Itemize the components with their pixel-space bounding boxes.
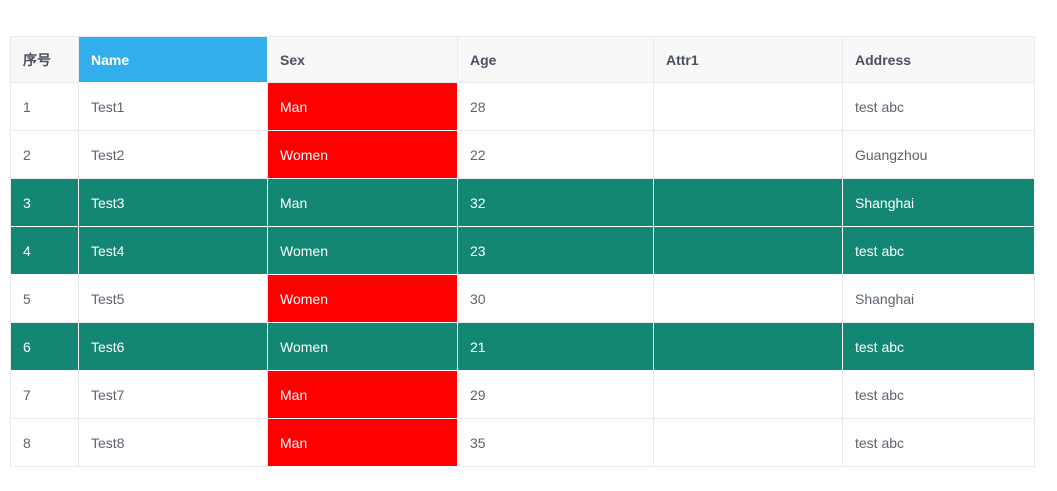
attr1-cell	[654, 323, 843, 371]
name-cell: Test3	[79, 179, 268, 227]
sex-cell: Man	[268, 179, 458, 227]
sex-cell: Women	[268, 131, 458, 179]
attr1-cell	[654, 83, 843, 131]
address-cell: Shanghai	[843, 275, 1035, 323]
sex-cell: Man	[268, 419, 458, 467]
name-cell: Test6	[79, 323, 268, 371]
age-cell: 23	[458, 227, 654, 275]
row-index-cell: 4	[11, 227, 79, 275]
address-cell: test abc	[843, 419, 1035, 467]
table-body: 1 Test1 Man 28 test abc 2 Test2 Women 22…	[11, 83, 1035, 467]
name-cell: Test2	[79, 131, 268, 179]
data-table-container: 序号 Name Sex Age Attr1 Address 1 Test1 Ma…	[10, 36, 1035, 467]
header-cell-name: Name	[79, 37, 268, 83]
age-cell: 30	[458, 275, 654, 323]
header-row: 序号 Name Sex Age Attr1 Address	[11, 37, 1035, 83]
row-index-cell: 3	[11, 179, 79, 227]
table-header: 序号 Name Sex Age Attr1 Address	[11, 37, 1035, 83]
table-row[interactable]: 2 Test2 Women 22 Guangzhou	[11, 131, 1035, 179]
table-row[interactable]: 8 Test8 Man 35 test abc	[11, 419, 1035, 467]
attr1-cell	[654, 371, 843, 419]
address-cell: test abc	[843, 371, 1035, 419]
row-index-cell: 6	[11, 323, 79, 371]
address-cell: test abc	[843, 323, 1035, 371]
row-index-cell: 5	[11, 275, 79, 323]
table-row[interactable]: 3 Test3 Man 32 Shanghai	[11, 179, 1035, 227]
attr1-cell	[654, 419, 843, 467]
table-row[interactable]: 1 Test1 Man 28 test abc	[11, 83, 1035, 131]
address-cell: Guangzhou	[843, 131, 1035, 179]
header-cell-index: 序号	[11, 37, 79, 83]
data-table: 序号 Name Sex Age Attr1 Address 1 Test1 Ma…	[10, 36, 1035, 467]
row-index-cell: 2	[11, 131, 79, 179]
table-row[interactable]: 5 Test5 Women 30 Shanghai	[11, 275, 1035, 323]
sex-cell: Man	[268, 371, 458, 419]
row-index-cell: 1	[11, 83, 79, 131]
name-cell: Test8	[79, 419, 268, 467]
sex-cell: Women	[268, 275, 458, 323]
table-row[interactable]: 7 Test7 Man 29 test abc	[11, 371, 1035, 419]
row-index-cell: 7	[11, 371, 79, 419]
header-cell-age: Age	[458, 37, 654, 83]
table-row[interactable]: 4 Test4 Women 23 test abc	[11, 227, 1035, 275]
name-cell: Test5	[79, 275, 268, 323]
attr1-cell	[654, 131, 843, 179]
name-cell: Test7	[79, 371, 268, 419]
sex-cell: Women	[268, 227, 458, 275]
header-cell-address: Address	[843, 37, 1035, 83]
attr1-cell	[654, 227, 843, 275]
age-cell: 32	[458, 179, 654, 227]
age-cell: 22	[458, 131, 654, 179]
address-cell: test abc	[843, 83, 1035, 131]
attr1-cell	[654, 179, 843, 227]
sex-cell: Women	[268, 323, 458, 371]
age-cell: 29	[458, 371, 654, 419]
attr1-cell	[654, 275, 843, 323]
address-cell: test abc	[843, 227, 1035, 275]
age-cell: 28	[458, 83, 654, 131]
age-cell: 21	[458, 323, 654, 371]
header-cell-attr1: Attr1	[654, 37, 843, 83]
name-cell: Test4	[79, 227, 268, 275]
sex-cell: Man	[268, 83, 458, 131]
name-cell: Test1	[79, 83, 268, 131]
table-row[interactable]: 6 Test6 Women 21 test abc	[11, 323, 1035, 371]
age-cell: 35	[458, 419, 654, 467]
address-cell: Shanghai	[843, 179, 1035, 227]
row-index-cell: 8	[11, 419, 79, 467]
header-cell-sex: Sex	[268, 37, 458, 83]
